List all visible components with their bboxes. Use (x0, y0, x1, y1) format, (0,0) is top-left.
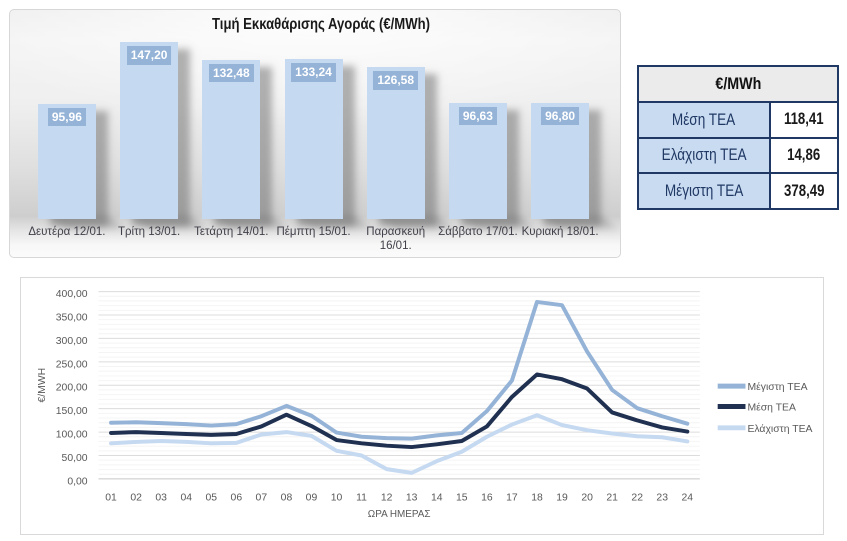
svg-text:13: 13 (406, 492, 418, 503)
svg-text:12: 12 (381, 492, 393, 503)
svg-text:20: 20 (581, 492, 593, 503)
svg-text:Μέγιστη ΤΕΑ: Μέγιστη ΤΕΑ (747, 381, 807, 393)
svg-text:150,00: 150,00 (56, 406, 88, 417)
svg-text:09: 09 (306, 492, 318, 503)
svg-text:23: 23 (656, 492, 668, 503)
svg-text:02: 02 (130, 492, 142, 503)
svg-text:08: 08 (281, 492, 293, 503)
svg-text:0,00: 0,00 (67, 476, 87, 487)
svg-text:15: 15 (456, 492, 468, 503)
svg-text:24: 24 (682, 492, 694, 503)
svg-text:01: 01 (105, 492, 117, 503)
svg-text:21: 21 (606, 492, 618, 503)
svg-text:11: 11 (356, 492, 367, 503)
svg-text:100,00: 100,00 (56, 430, 88, 441)
svg-text:04: 04 (180, 492, 192, 503)
svg-text:17: 17 (506, 492, 518, 503)
svg-text:14: 14 (431, 492, 443, 503)
svg-text:07: 07 (256, 492, 268, 503)
svg-text:06: 06 (231, 492, 243, 503)
svg-text:18: 18 (531, 492, 543, 503)
svg-text:10: 10 (331, 492, 343, 503)
svg-text:19: 19 (556, 492, 568, 503)
svg-text:05: 05 (205, 492, 217, 503)
svg-text:Ελάχιστη ΤΕΑ: Ελάχιστη ΤΕΑ (747, 423, 812, 435)
svg-text:400,00: 400,00 (56, 289, 88, 300)
svg-text:ΩΡΑ ΗΜΕΡΑΣ: ΩΡΑ ΗΜΕΡΑΣ (368, 509, 431, 520)
svg-text:200,00: 200,00 (56, 383, 88, 394)
svg-text:50,00: 50,00 (62, 453, 88, 464)
svg-text:350,00: 350,00 (56, 312, 88, 323)
svg-text:16: 16 (481, 492, 493, 503)
svg-text:22: 22 (631, 492, 643, 503)
svg-text:03: 03 (155, 492, 167, 503)
svg-text:€/MWH: €/MWH (37, 368, 48, 403)
svg-text:250,00: 250,00 (56, 359, 88, 370)
svg-text:300,00: 300,00 (56, 336, 88, 347)
svg-text:Μέση ΤΕΑ: Μέση ΤΕΑ (747, 401, 796, 413)
